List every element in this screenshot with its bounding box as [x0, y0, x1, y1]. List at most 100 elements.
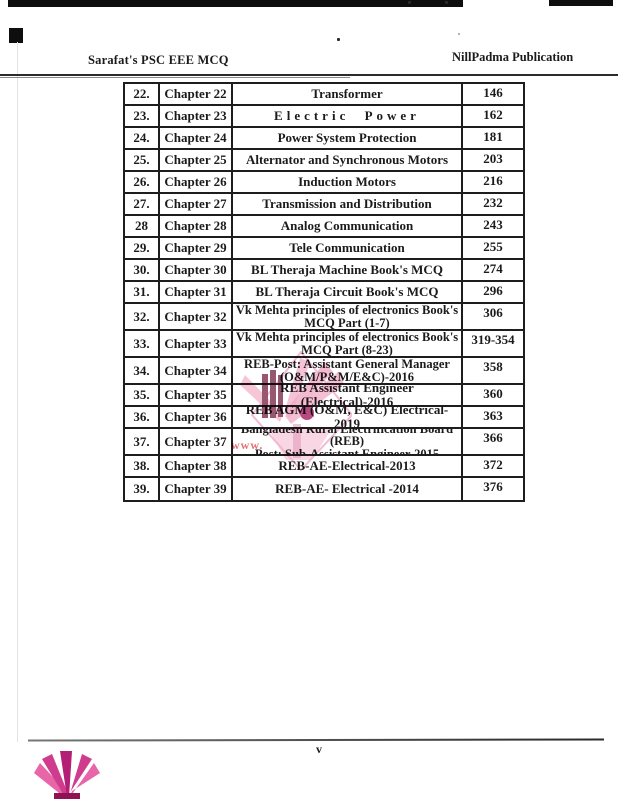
page-number-cell: 358 [483, 359, 503, 374]
serial-cell: 30. [125, 260, 160, 280]
table-row: 29. Chapter 29 Tele Communication 255 [125, 238, 523, 260]
serial-cell: 26. [125, 172, 160, 192]
title-cell: Tele Communication [233, 238, 463, 258]
page-number-cell: 366 [483, 430, 503, 445]
title-line-1: REB-AE-Electrical-2013 [278, 458, 416, 473]
title-line-1: REB Assistant Engineer (Electrical)-2016 [280, 385, 414, 405]
chapter-cell: Chapter 33 [160, 331, 233, 356]
title-line-1: Electric Power [274, 108, 420, 123]
chapter-cell: Chapter 35 [160, 385, 233, 405]
page-number-cell: 306 [483, 305, 503, 320]
table-row: 36. Chapter 36 REB AGM (O&M, E&C) Electr… [125, 407, 523, 429]
serial-cell: 33. [125, 331, 160, 356]
serial-cell: 38. [125, 456, 160, 476]
table-row: 30. Chapter 30 BL Theraja Machine Book's… [125, 260, 523, 282]
page-number-cell: 203 [483, 151, 503, 166]
page-number-cell: 255 [483, 239, 503, 254]
title-cell: Power System Protection [233, 128, 463, 148]
table-row: 24. Chapter 24 Power System Protection 1… [125, 128, 523, 150]
scan-artifact-square [9, 28, 23, 43]
page-number-cell: 181 [483, 129, 503, 144]
title-cell: Induction Motors [233, 172, 463, 192]
page-number-cell: 146 [483, 85, 503, 100]
scan-speck [408, 1, 411, 4]
chapter-cell: Chapter 27 [160, 194, 233, 214]
chapter-cell: Chapter 26 [160, 172, 233, 192]
chapter-cell: Chapter 37 [160, 429, 233, 454]
title-cell: REB Assistant Engineer (Electrical)-2016 [233, 385, 463, 405]
title-line-1: Vk Mehta principles of electronics Book'… [235, 304, 459, 317]
serial-cell: 28 [125, 216, 160, 236]
chapter-cell: Chapter 32 [160, 304, 233, 329]
scan-artifact-top-bar [549, 0, 613, 6]
scan-speck [337, 38, 340, 41]
table-row: 38. Chapter 38 REB-AE-Electrical-2013 37… [125, 456, 523, 478]
serial-cell: 34. [125, 358, 160, 383]
title-cell: BL Theraja Circuit Book's MCQ [233, 282, 463, 302]
table-row: 28 Chapter 28 Analog Communication 243 [125, 216, 523, 238]
chapter-cell: Chapter 28 [160, 216, 233, 236]
serial-cell: 36. [125, 407, 160, 427]
chapter-cell: Chapter 25 [160, 150, 233, 170]
title-line-2: MCQ Part (1-7) [304, 315, 390, 329]
page-number-cell: 296 [483, 283, 503, 298]
table-row: 31. Chapter 31 BL Theraja Circuit Book's… [125, 282, 523, 304]
header-rule [0, 74, 618, 76]
table-row: 23. Chapter 23 Electric Power 162 [125, 106, 523, 128]
chapter-cell: Chapter 30 [160, 260, 233, 280]
title-line-1: Induction Motors [298, 174, 396, 189]
table-row: 32. Chapter 32 Vk Mehta principles of el… [125, 304, 523, 331]
table-row: 39. Chapter 39 REB-AE- Electrical -2014 … [125, 478, 523, 500]
title-cell: REB-AE-Electrical-2013 [233, 456, 463, 476]
title-line-1: Analog Communication [280, 218, 414, 233]
serial-cell: 27. [125, 194, 160, 214]
chapter-cell: Chapter 23 [160, 106, 233, 126]
table-row: 37. Chapter 37 Bangladesh Rural Electrif… [125, 429, 523, 456]
scan-artifact-top-bar [8, 0, 463, 7]
serial-cell: 25. [125, 150, 160, 170]
table-row: 22. Chapter 22 Transformer 146 [125, 84, 523, 106]
table-row: 25. Chapter 25 Alternator and Synchronou… [125, 150, 523, 172]
header-rule-echo [0, 77, 350, 78]
title-line-1: Power System Protection [277, 130, 417, 145]
serial-cell: 35. [125, 385, 160, 405]
title-cell: Alternator and Synchronous Motors [233, 150, 463, 170]
chapter-cell: Chapter 29 [160, 238, 233, 258]
title-cell: REB-Post: Assistant General Manager (O&M… [233, 358, 463, 383]
title-line-1: Transformer [311, 86, 383, 101]
page-number-cell: 232 [483, 195, 503, 210]
chapter-cell: Chapter 24 [160, 128, 233, 148]
page-number-cell: 372 [483, 457, 503, 472]
chapter-cell: Chapter 39 [160, 478, 233, 500]
title-cell: Vk Mehta principles of electronics Book'… [233, 304, 463, 329]
table-row: 34. Chapter 34 REB-Post: Assistant Gener… [125, 358, 523, 385]
title-line-1: Alternator and Synchronous Motors [245, 152, 449, 167]
toc-table: 22. Chapter 22 Transformer 146 23. Chapt… [123, 82, 525, 502]
chapter-cell: Chapter 36 [160, 407, 233, 427]
publisher-name: NillPadma Publication [452, 50, 574, 64]
page-number-cell: 363 [483, 408, 503, 423]
publisher-logo-icon [34, 751, 100, 799]
scan-edge-line [17, 42, 18, 742]
page-number-cell: 360 [483, 386, 503, 401]
title-line-1: BL Theraja Machine Book's MCQ [251, 262, 443, 277]
scan-speck [445, 1, 448, 4]
footer-page-number: v [316, 742, 322, 756]
serial-cell: 37. [125, 429, 160, 454]
title-line-1: Tele Communication [289, 240, 405, 255]
title-cell: Transformer [233, 84, 463, 104]
book-title: Sarafat's PSC EEE MCQ [88, 53, 229, 67]
page-number-cell: 162 [483, 107, 503, 122]
table-row: 33. Chapter 33 Vk Mehta principles of el… [125, 331, 523, 358]
serial-cell: 29. [125, 238, 160, 258]
serial-cell: 24. [125, 128, 160, 148]
title-line-1: Vk Mehta principles of electronics Book'… [235, 331, 459, 344]
title-line-1: Bangladesh Rural Electrification Board (… [241, 429, 453, 449]
table-row: 35. Chapter 35 REB Assistant Engineer (E… [125, 385, 523, 407]
title-line-1: BL Theraja Circuit Book's MCQ [255, 284, 439, 299]
page-number-cell: 376 [483, 479, 503, 494]
title-line-2: MCQ Part (8-23) [301, 342, 393, 356]
title-line-2: Post: Sub-Assistant Engineer-2015 [254, 446, 440, 454]
page-number-cell: 274 [483, 261, 503, 276]
